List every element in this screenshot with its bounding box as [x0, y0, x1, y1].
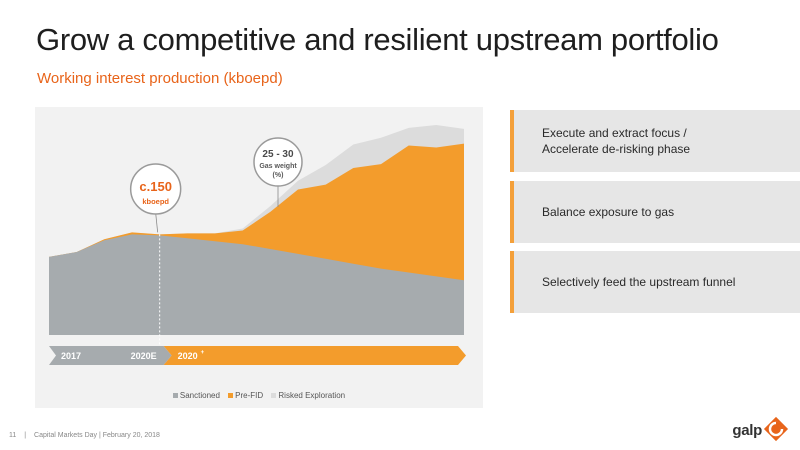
- timeline-label-2017: 2017: [61, 351, 81, 361]
- timeline-label-2020-plus: 2020: [178, 351, 198, 361]
- footer-separator: |: [24, 432, 27, 439]
- key-point-3: Selectively feed the upstream funnel: [510, 251, 800, 313]
- legend-swatch-risked-exploration: [271, 393, 277, 399]
- legend-label-pre-fid: Pre-FID: [235, 391, 264, 400]
- timeline-label-2020e: 2020E: [131, 351, 157, 361]
- slide-title: Grow a competitive and resilient upstrea…: [36, 22, 719, 57]
- bubble-volume-value: c.150: [139, 179, 172, 194]
- footer-event: Capital Markets Day | February 20, 2018: [34, 432, 160, 439]
- legend-label-sanctioned: Sanctioned: [179, 391, 220, 400]
- bubble-volume: [129, 163, 182, 215]
- key-point-1-line-2: Accelerate de-risking phase: [542, 142, 691, 156]
- timeline-label-2020-plus-sup: +: [201, 350, 205, 356]
- production-chart: c.150 kboepd 25 - 30 Gas weight (%) 2017 2020E…: [35, 107, 483, 408]
- chart-legend: Sanctioned Pre-FID Risked Exploration: [35, 391, 483, 400]
- legend-item-risked-exploration: Risked Exploration: [271, 391, 345, 400]
- galp-logo-text: galp: [732, 422, 762, 439]
- legend-label-risked-exploration: Risked Exploration: [278, 391, 346, 400]
- chart-canvas: c.150 kboepd 25 - 30 Gas weight (%) 2017 2020E…: [49, 125, 466, 365]
- legend-item-pre-fid: Pre-FID: [228, 391, 263, 400]
- bubble-pointer-volume: [155, 212, 159, 233]
- bubble-volume-unit: kboepd: [142, 197, 169, 206]
- bubble-gas-range: 25 - 30: [262, 149, 294, 160]
- key-point-1-line-1: Execute and extract focus /: [542, 125, 687, 140]
- footer: 11 | Capital Markets Day | February 20, …: [9, 432, 166, 439]
- area-sanctioned: [49, 234, 464, 335]
- bubble-gas-weight: [253, 137, 303, 187]
- timeline-future-segment: [163, 346, 466, 365]
- timeline-past-segment: [49, 346, 172, 365]
- page-number: 11: [9, 432, 17, 439]
- bubble-gas-label-2: (%): [273, 172, 284, 179]
- bubble-gas-label-1: Gas weight: [259, 163, 297, 170]
- legend-item-sanctioned: Sanctioned: [172, 391, 220, 400]
- legend-swatch-pre-fid: [228, 393, 234, 399]
- galp-logo-icon: [763, 416, 789, 442]
- key-point-1: Execute and extract focus / Accelerate de…: [510, 110, 800, 172]
- key-point-2: Balance exposure to gas: [510, 181, 800, 243]
- key-point-3-text: Selectively feed the upstream funnel: [542, 274, 736, 289]
- chart-subtitle: Working interest production (kboepd): [37, 70, 283, 87]
- legend-swatch-sanctioned: [172, 393, 178, 399]
- key-point-2-text: Balance exposure to gas: [542, 204, 675, 219]
